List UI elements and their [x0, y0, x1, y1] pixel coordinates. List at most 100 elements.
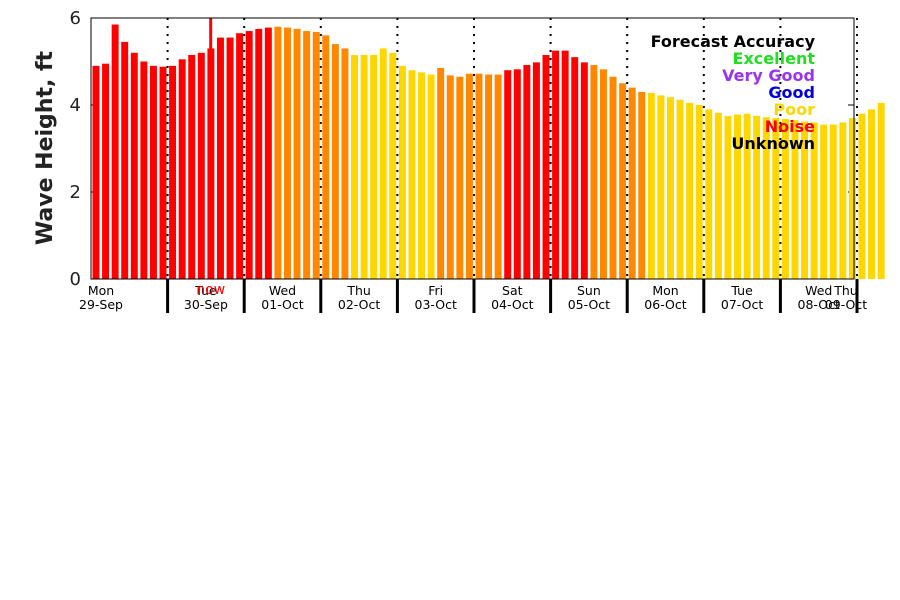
bar	[858, 113, 866, 279]
bar	[781, 118, 789, 279]
bar	[274, 26, 282, 280]
now-marker-bar	[209, 18, 213, 279]
bar	[284, 27, 291, 279]
bar	[437, 68, 445, 279]
bar	[159, 66, 167, 279]
bar	[465, 73, 473, 280]
bar	[753, 115, 761, 280]
bar	[398, 65, 406, 279]
bar	[590, 64, 598, 279]
day-weekday-label: Tue	[730, 283, 753, 298]
bar	[848, 118, 856, 279]
bar	[102, 63, 110, 279]
bar	[226, 37, 234, 279]
legend-entry: Unknown	[731, 134, 815, 153]
bar	[216, 37, 224, 279]
bar	[724, 115, 732, 280]
bar	[188, 54, 196, 279]
day-weekday-label: Mon	[652, 283, 678, 298]
day-weekday-label: Sun	[577, 283, 601, 298]
day-weekday-label: Thu	[833, 283, 857, 298]
y-tick-label: 4	[70, 95, 81, 116]
bar	[743, 113, 751, 279]
bar	[762, 117, 770, 280]
bar	[121, 41, 129, 280]
bar	[293, 28, 301, 280]
day-weekday-label: Wed	[805, 283, 832, 298]
bar	[370, 54, 378, 279]
bar	[667, 97, 674, 279]
day-date-label: 07-Oct	[721, 297, 763, 312]
bar	[331, 44, 339, 279]
day-separators	[166, 18, 859, 313]
bar	[504, 70, 512, 279]
bar	[571, 57, 579, 280]
legend-entry: Very Good	[722, 66, 815, 85]
day-weekday-label: Fri	[428, 283, 443, 298]
bar	[542, 54, 550, 279]
bar	[312, 31, 320, 280]
y-axis-label: Wave Height, ft	[33, 50, 58, 245]
legend-entry: Good	[768, 83, 815, 102]
bar	[351, 54, 358, 279]
legend-entry: Excellent	[733, 49, 816, 68]
bar	[810, 122, 818, 280]
legend-entry: Noise	[765, 117, 815, 136]
bar	[734, 114, 741, 279]
bar	[552, 50, 560, 280]
bars	[92, 18, 885, 280]
bar	[638, 91, 646, 279]
bar	[619, 83, 627, 279]
day-date-label: 03-Oct	[415, 297, 457, 312]
bar	[772, 118, 780, 279]
bar	[657, 95, 665, 280]
bar	[820, 124, 828, 279]
bar	[322, 35, 330, 280]
y-tick-label: 6	[70, 8, 81, 29]
bar	[446, 75, 454, 279]
bar	[149, 65, 157, 279]
bar	[532, 62, 540, 280]
bar	[561, 50, 569, 280]
bar	[599, 69, 607, 279]
bar	[245, 31, 253, 279]
day-date-label: 02-Oct	[338, 297, 380, 312]
legend-title: Forecast Accuracy	[651, 32, 816, 51]
plot-frame	[90, 17, 855, 280]
day-date-label: 29-Sep	[79, 297, 123, 312]
bar	[303, 31, 311, 279]
bar	[408, 70, 416, 279]
day-date-label: 01-Oct	[261, 297, 303, 312]
y-tick-label: 0	[70, 269, 81, 290]
bar	[523, 64, 531, 279]
bar	[456, 76, 464, 279]
bar	[418, 72, 426, 280]
day-weekday-label: Wed	[269, 283, 296, 298]
bar	[580, 62, 588, 280]
day-labels: Mon29-SepTue30-SepWed01-OctThu02-OctFri0…	[79, 283, 867, 312]
day-date-label: 30-Sep	[184, 297, 228, 312]
bar	[427, 74, 435, 279]
day-date-label: 09-Oct	[825, 297, 867, 312]
day-date-label: 04-Oct	[491, 297, 533, 312]
bar	[877, 102, 885, 279]
bar	[178, 59, 186, 279]
bar	[494, 74, 502, 279]
day-weekday-label: Sat	[502, 283, 523, 298]
bar	[628, 87, 636, 279]
bar	[236, 33, 244, 279]
bar	[360, 54, 368, 279]
bar	[197, 52, 205, 279]
day-weekday-label: Tue	[194, 283, 217, 298]
bar	[801, 121, 809, 279]
bar	[695, 105, 703, 279]
bar	[686, 102, 694, 279]
day-date-label: 06-Oct	[644, 297, 686, 312]
bar	[130, 52, 138, 279]
bar	[389, 52, 397, 279]
bar	[839, 122, 847, 280]
bar	[513, 69, 521, 279]
bar	[140, 61, 148, 279]
